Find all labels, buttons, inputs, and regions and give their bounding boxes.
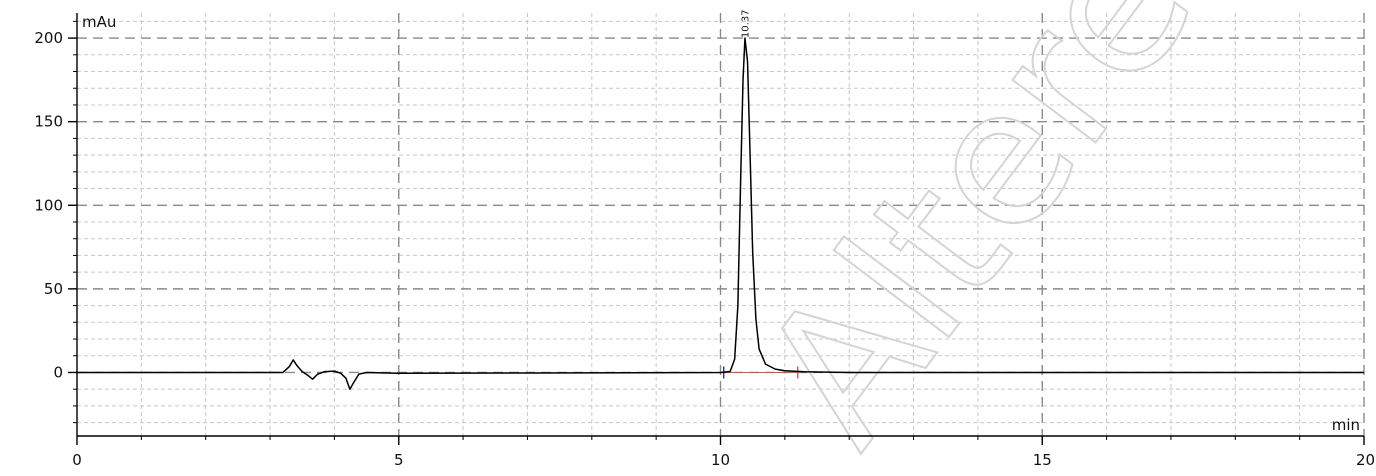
x-axis-unit-label: min — [1332, 416, 1360, 434]
x-tick-label: 15 — [1033, 451, 1052, 469]
y-tick-label: 50 — [44, 280, 63, 298]
x-tick-label: 20 — [1356, 451, 1375, 469]
x-tick-label: 0 — [72, 451, 82, 469]
x-tick-label: 10 — [711, 451, 730, 469]
series: 10.37 — [77, 9, 1364, 390]
peak-retention-label: 10.37 — [740, 9, 751, 38]
y-tick-label: 0 — [53, 363, 63, 381]
x-tick-label: 5 — [394, 451, 404, 469]
y-tick-label: 200 — [34, 29, 63, 47]
axes: 0 50 100 150 200 0 5 10 15 20 — [34, 13, 1375, 469]
series-line — [77, 37, 1364, 390]
y-tick-label: 150 — [34, 113, 63, 131]
y-tick-label: 100 — [34, 196, 63, 214]
y-axis-unit-label: mAu — [82, 13, 116, 31]
